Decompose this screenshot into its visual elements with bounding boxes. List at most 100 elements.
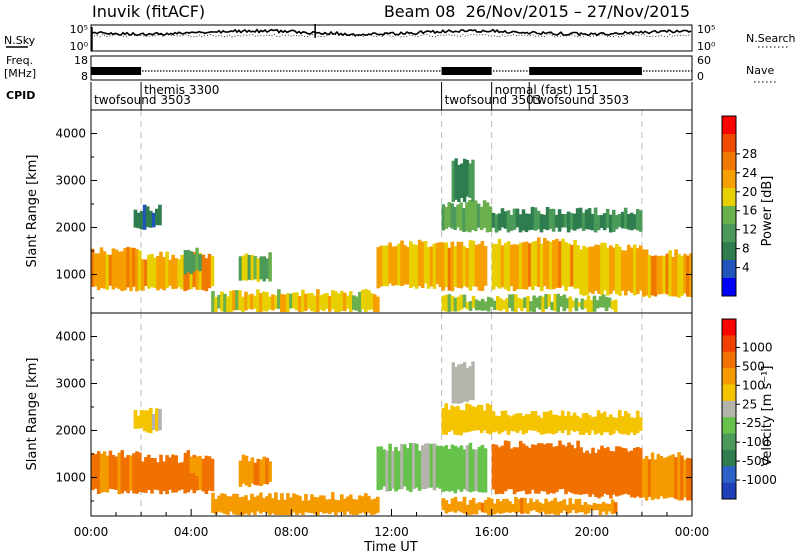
freq-label: Freq. <box>6 54 33 67</box>
echo-cell <box>376 446 381 491</box>
echo-cell <box>617 410 622 434</box>
echo-cell <box>298 296 302 312</box>
echo-cell <box>322 495 326 514</box>
echo-cell <box>459 409 463 436</box>
colorbar-tick-label: 1000 <box>742 340 773 354</box>
echo-cell <box>379 245 383 287</box>
echo-cell <box>244 455 249 486</box>
echo-cell <box>566 211 571 233</box>
echo-cell <box>515 447 520 492</box>
echo-cell <box>477 502 482 511</box>
echo-cell <box>262 456 266 484</box>
echo-cell <box>593 207 598 233</box>
echo-cell <box>550 500 554 514</box>
echo-cell <box>599 413 604 436</box>
echo-cell <box>259 459 264 486</box>
echo-cell <box>544 294 548 310</box>
echo-cell <box>505 298 509 312</box>
echo-cell <box>570 444 574 494</box>
echo-cell <box>486 296 491 312</box>
echo-cell <box>150 253 154 288</box>
echo-cell <box>491 444 496 490</box>
echo-cell <box>610 499 615 515</box>
echo-cell <box>337 293 341 312</box>
colorbar-tick-label: 100 <box>742 378 765 392</box>
echo-cell <box>668 250 672 297</box>
nsky-tick-low: 10⁰ <box>70 40 89 53</box>
echo-cell <box>557 415 562 431</box>
echo-cell <box>494 415 499 432</box>
echo-cell <box>147 454 151 490</box>
echo-cell <box>147 254 151 289</box>
echo-cell <box>575 415 580 431</box>
echo-cell <box>480 444 485 493</box>
echo-cell <box>471 497 476 515</box>
echo-cell <box>144 457 148 493</box>
echo-cell <box>627 451 631 495</box>
echo-cell <box>595 503 600 510</box>
echo-cell <box>471 361 475 401</box>
echo-cell <box>132 453 136 494</box>
echo-cell <box>471 449 476 492</box>
echo-cell <box>518 440 523 492</box>
echo-cell <box>538 502 542 514</box>
echo-cell <box>572 412 577 432</box>
echo-cell <box>552 446 556 494</box>
echo-cell <box>438 445 443 489</box>
echo-cell <box>310 494 314 514</box>
echo-cell <box>444 242 449 287</box>
echo-cell <box>108 254 113 286</box>
echo-cell <box>460 163 464 198</box>
echo-cell <box>545 411 550 434</box>
echo-cell <box>578 417 583 435</box>
echo-cell <box>420 241 425 288</box>
echo-cell <box>483 500 488 513</box>
echo-cell <box>592 295 597 312</box>
echo-cell <box>566 411 571 435</box>
echo-cell <box>647 254 652 298</box>
echo-cell <box>665 253 669 295</box>
echo-cell <box>602 411 607 433</box>
echo-cell <box>367 290 371 310</box>
echo-cell <box>496 296 500 310</box>
echo-cell <box>556 293 560 312</box>
echo-cell <box>549 443 553 493</box>
echo-cell <box>456 447 461 490</box>
echo-cell <box>530 411 535 431</box>
echo-cell <box>238 460 243 487</box>
echo-cell <box>391 451 395 489</box>
echo-cell <box>596 215 601 231</box>
echo-cell <box>111 455 116 490</box>
echo-cell <box>608 214 613 233</box>
echo-cell <box>650 452 655 501</box>
echo-cell <box>533 207 538 231</box>
echo-cell <box>581 413 586 435</box>
echo-cell <box>346 496 350 512</box>
echo-cell <box>105 455 110 493</box>
echo-cell <box>627 244 631 291</box>
echo-cell <box>604 503 609 515</box>
echo-cell <box>400 240 404 286</box>
echo-cell <box>462 294 467 308</box>
echo-cell <box>444 206 448 229</box>
echo-cell <box>524 241 529 290</box>
echo-cell <box>189 251 193 275</box>
echo-cell <box>614 417 619 431</box>
echo-cell <box>250 293 254 310</box>
echo-cell <box>480 298 485 311</box>
echo-cell <box>343 498 347 515</box>
echo-cell <box>653 459 658 499</box>
echo-cell <box>340 494 344 512</box>
echo-cell <box>406 448 410 491</box>
echo-cell <box>328 295 332 312</box>
echo-cell <box>477 301 482 311</box>
echo-cell <box>644 455 649 501</box>
echo-cell <box>477 446 482 493</box>
cpid-segment-label: themis 3300 <box>144 83 219 97</box>
echo-cell <box>114 249 119 288</box>
echo-cell <box>521 242 526 290</box>
colorbar-tick-label: -500 <box>742 454 769 468</box>
echo-cell <box>319 495 323 512</box>
echo-cell <box>447 247 452 291</box>
echo-cell <box>555 238 559 288</box>
